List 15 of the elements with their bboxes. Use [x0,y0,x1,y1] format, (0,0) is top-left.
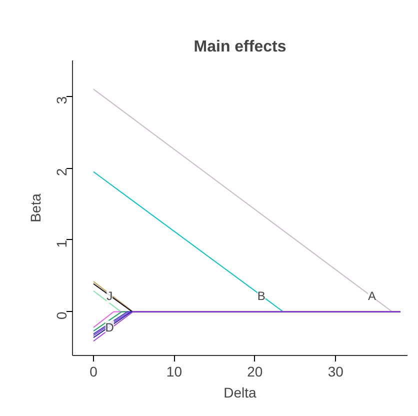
x-tick-label: 10 [166,364,182,380]
y-axis-title: Beta [28,193,44,222]
x-tick-label: 0 [90,364,98,380]
annotation: A [368,288,376,303]
y-tick-label: 1 [54,240,70,248]
annotation: D [105,320,114,335]
chart-title: Main effects [194,38,286,56]
y-tick-label: 0 [54,312,70,320]
x-tick-label: 20 [247,364,263,380]
annotation: J [106,288,113,303]
x-tick-label: 30 [328,364,344,380]
y-tick-label: 3 [54,96,70,104]
annotation: B [257,288,266,303]
x-axis-title: Delta [224,384,257,400]
y-tick-label: 2 [54,168,70,176]
